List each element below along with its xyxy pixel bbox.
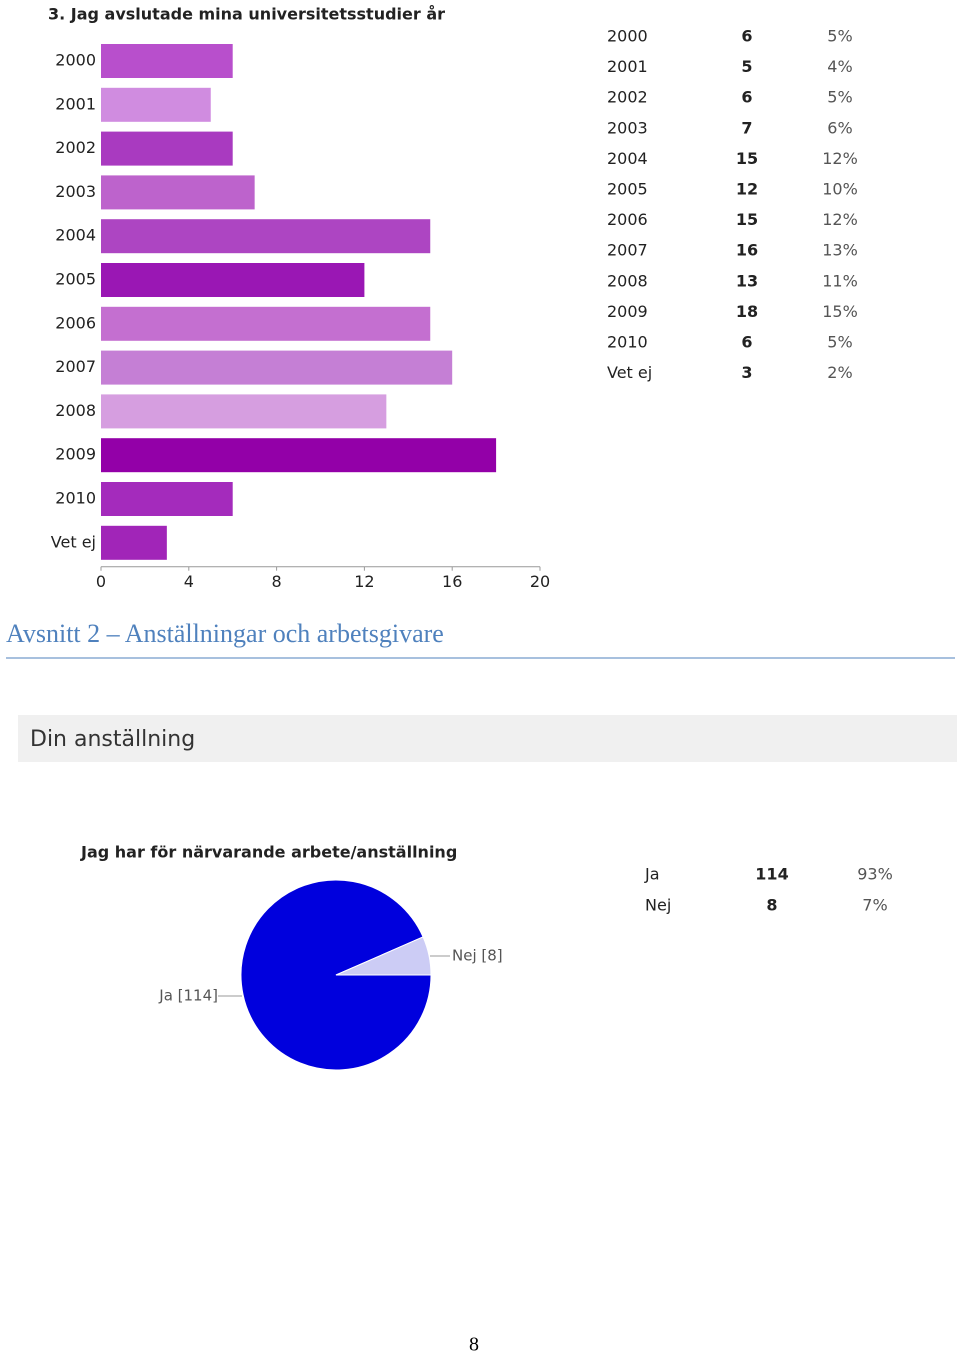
bar	[101, 219, 431, 254]
chart-title: 3. Jag avslutade mina universitetsstudie…	[48, 5, 445, 24]
table-percent: 5%	[827, 333, 852, 352]
x-tick-label: 0	[96, 572, 106, 591]
y-tick-label: Vet ej	[51, 532, 96, 551]
table-count: 15	[736, 210, 758, 229]
section-title: Din anställning	[30, 727, 195, 752]
table-percent: 2%	[827, 363, 852, 382]
table-category: 2002	[607, 88, 648, 107]
table-percent: 11%	[822, 271, 858, 290]
table-category: Ja	[644, 865, 660, 884]
bar	[101, 87, 211, 122]
bar	[101, 175, 255, 210]
y-tick-label: 2009	[55, 445, 96, 464]
pie-slice	[335, 936, 432, 976]
section-bar	[18, 715, 957, 762]
table-percent: 5%	[827, 27, 852, 46]
table-percent: 5%	[827, 88, 852, 107]
bar	[101, 44, 233, 78]
y-tick-label: 2008	[55, 401, 96, 420]
table-category: 2001	[607, 57, 648, 76]
bar	[101, 438, 497, 473]
y-tick-label: 2010	[55, 489, 96, 508]
table-count: 7	[741, 118, 752, 137]
bar	[101, 306, 431, 341]
table-category: 2006	[607, 210, 648, 229]
table-percent: 4%	[827, 57, 852, 76]
bar	[101, 131, 233, 166]
table-category: 2005	[607, 180, 648, 199]
chart-title: Jag har för närvarande arbete/anställnin…	[80, 843, 457, 862]
x-tick-label: 8	[272, 572, 282, 591]
table-percent: 93%	[857, 865, 893, 884]
y-tick-label: 2004	[55, 226, 96, 245]
table-category: 2003	[607, 118, 648, 137]
table-count: 6	[741, 88, 752, 107]
y-tick-label: 2001	[55, 94, 96, 113]
table-count: 18	[736, 302, 758, 321]
table-count: 3	[741, 363, 752, 382]
y-tick-label: 2006	[55, 313, 96, 332]
x-tick-label: 16	[442, 572, 462, 591]
y-tick-label: 2005	[55, 270, 96, 289]
table-category: 2004	[607, 149, 648, 168]
table-percent: 15%	[822, 302, 858, 321]
table-count: 6	[741, 333, 752, 352]
y-tick-label: 2003	[55, 182, 96, 201]
table-percent: 10%	[822, 180, 858, 199]
x-tick-label: 4	[184, 572, 194, 591]
table-percent: 12%	[822, 210, 858, 229]
table-category: 2000	[607, 27, 648, 46]
table-category: 2010	[607, 333, 648, 352]
table-count: 5	[741, 57, 752, 76]
table-percent: 12%	[822, 149, 858, 168]
table-percent: 13%	[822, 241, 858, 260]
table-category: 2009	[607, 302, 648, 321]
x-tick-label: 20	[530, 572, 550, 591]
table-count: 13	[736, 271, 758, 290]
bar	[101, 350, 453, 385]
x-tick-label: 12	[354, 572, 374, 591]
bar	[101, 482, 233, 516]
table-count: 114	[755, 865, 788, 884]
y-tick-label: 2007	[55, 357, 96, 376]
table-category: 2008	[607, 271, 648, 290]
table-count: 12	[736, 180, 758, 199]
y-tick-label: 2000	[55, 51, 96, 70]
table-count: 16	[736, 241, 758, 260]
y-tick-label: 2002	[55, 138, 96, 157]
table-count: 8	[766, 896, 777, 915]
bar	[101, 525, 167, 560]
table-category: 2007	[607, 241, 648, 260]
bar	[101, 394, 387, 429]
heading: Avsnitt 2 – Anställningar och arbetsgiva…	[6, 619, 444, 648]
bar	[101, 263, 365, 297]
table-category: Vet ej	[607, 363, 652, 382]
table-count: 15	[736, 149, 758, 168]
table-count: 6	[741, 27, 752, 46]
table-percent: 6%	[827, 118, 852, 137]
slice-label: Nej [8]	[452, 947, 503, 965]
slice-label: Ja [114]	[158, 987, 218, 1005]
table-category: Nej	[645, 896, 671, 915]
table-percent: 7%	[862, 896, 887, 915]
page-number: 8	[469, 1334, 479, 1356]
